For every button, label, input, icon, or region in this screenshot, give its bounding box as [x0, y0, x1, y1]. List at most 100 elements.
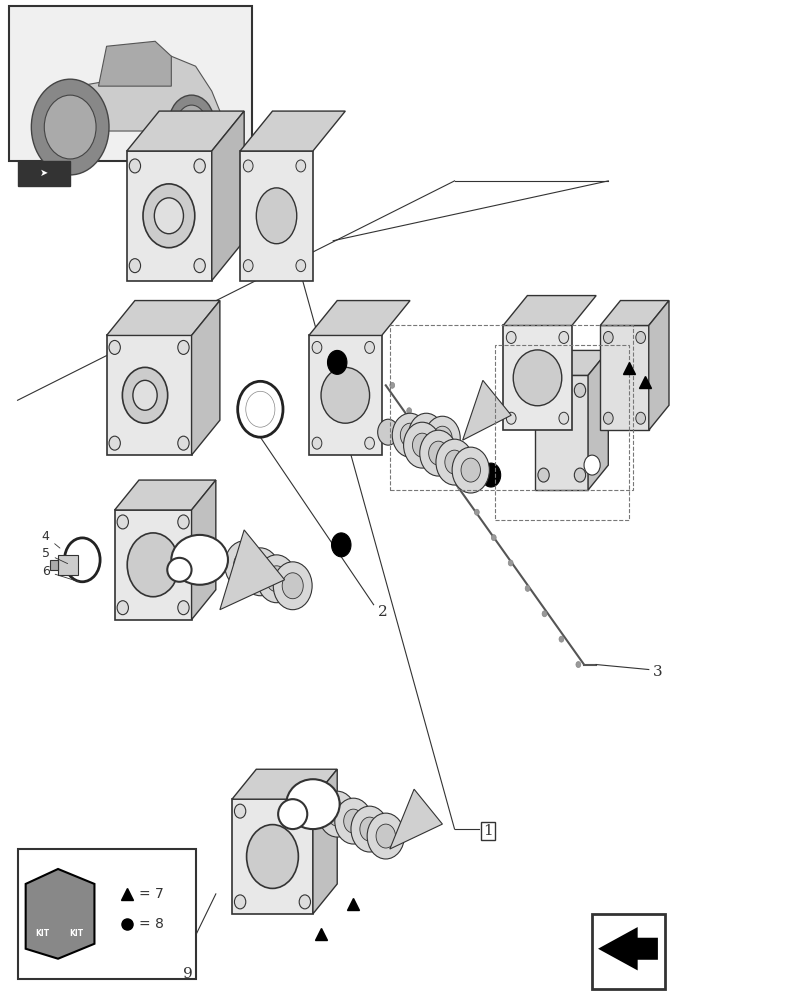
Text: 3: 3 [652, 665, 662, 679]
Bar [18, 161, 70, 186]
Polygon shape [462, 380, 511, 440]
Circle shape [238, 381, 283, 437]
Circle shape [129, 159, 140, 173]
Circle shape [432, 426, 452, 450]
Circle shape [178, 340, 189, 354]
Ellipse shape [513, 350, 561, 406]
Bar [240, 151, 312, 281]
Circle shape [558, 331, 568, 343]
Circle shape [436, 439, 473, 485]
Circle shape [412, 433, 431, 457]
Circle shape [542, 611, 547, 617]
Circle shape [359, 817, 379, 841]
Circle shape [143, 184, 195, 248]
Circle shape [64, 538, 100, 582]
Circle shape [295, 160, 305, 172]
Circle shape [334, 798, 371, 844]
Polygon shape [232, 769, 337, 799]
Bar [58, 555, 78, 575]
Circle shape [194, 259, 205, 273]
Circle shape [318, 791, 355, 837]
Polygon shape [240, 111, 345, 151]
Circle shape [406, 408, 411, 414]
Polygon shape [106, 301, 220, 335]
Polygon shape [599, 301, 668, 325]
Bar [389, 325, 632, 490]
Circle shape [428, 441, 448, 465]
Circle shape [109, 436, 120, 450]
Circle shape [282, 573, 303, 599]
Polygon shape [212, 111, 244, 281]
Polygon shape [191, 480, 216, 620]
Circle shape [603, 331, 612, 343]
Bar [18, 849, 195, 979]
Bar [534, 375, 587, 490]
Circle shape [424, 416, 460, 460]
Circle shape [234, 895, 246, 909]
Circle shape [481, 463, 500, 487]
Circle shape [603, 412, 612, 424]
Circle shape [298, 804, 310, 818]
Polygon shape [191, 301, 220, 455]
Circle shape [506, 331, 516, 343]
Circle shape [311, 437, 321, 449]
Circle shape [331, 533, 350, 557]
Circle shape [250, 559, 271, 585]
Polygon shape [648, 301, 668, 430]
Circle shape [452, 447, 489, 493]
Circle shape [247, 825, 298, 888]
Circle shape [234, 804, 246, 818]
Bar [232, 799, 312, 914]
Polygon shape [220, 530, 285, 610]
Text: 5: 5 [42, 547, 67, 564]
Text: KIT: KIT [69, 929, 83, 938]
Polygon shape [503, 296, 595, 325]
Text: 2: 2 [377, 605, 387, 619]
Circle shape [392, 413, 427, 457]
Circle shape [575, 662, 580, 668]
Circle shape [461, 458, 480, 482]
Circle shape [403, 422, 440, 468]
Circle shape [573, 468, 585, 482]
Circle shape [117, 515, 128, 529]
Bar [106, 335, 191, 455]
Circle shape [537, 468, 548, 482]
Ellipse shape [278, 799, 307, 829]
Circle shape [32, 79, 109, 175]
Circle shape [377, 419, 398, 445]
Circle shape [241, 548, 280, 596]
Text: 6: 6 [42, 565, 79, 582]
Text: 9: 9 [183, 967, 193, 981]
Circle shape [177, 105, 206, 141]
Polygon shape [312, 769, 337, 914]
Polygon shape [587, 350, 607, 490]
Circle shape [506, 412, 516, 424]
Polygon shape [389, 789, 442, 849]
Bar [591, 914, 664, 989]
Circle shape [169, 95, 214, 151]
Circle shape [423, 433, 428, 439]
Circle shape [400, 423, 419, 447]
Text: ➤: ➤ [41, 168, 49, 178]
Circle shape [419, 430, 457, 476]
Circle shape [364, 437, 374, 449]
Circle shape [194, 159, 205, 173]
Polygon shape [308, 301, 410, 335]
Circle shape [508, 560, 513, 566]
Circle shape [350, 806, 388, 852]
Circle shape [266, 566, 287, 592]
Bar [495, 345, 628, 520]
Ellipse shape [171, 535, 228, 585]
Circle shape [343, 809, 363, 833]
Circle shape [298, 895, 310, 909]
Circle shape [117, 601, 128, 615]
Circle shape [440, 458, 445, 464]
Circle shape [367, 813, 404, 859]
Text: = 7: = 7 [139, 887, 164, 901]
Circle shape [635, 331, 645, 343]
Circle shape [243, 160, 253, 172]
Circle shape [109, 340, 120, 354]
Circle shape [389, 382, 394, 388]
Polygon shape [599, 929, 656, 969]
Ellipse shape [256, 188, 296, 244]
